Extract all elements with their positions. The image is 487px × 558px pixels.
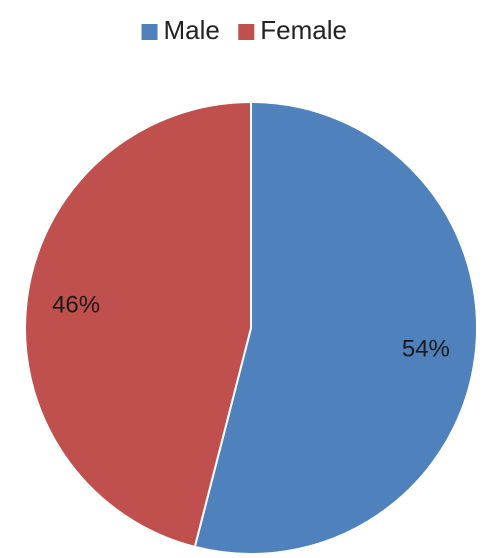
pie-data-labels: 54% 46% bbox=[52, 291, 450, 362]
data-label-male: 54% bbox=[402, 335, 450, 362]
pie-slices bbox=[24, 100, 478, 555]
chart-legend: Male Female bbox=[141, 15, 347, 45]
pie-slice-male bbox=[193, 100, 478, 555]
legend-label-male: Male bbox=[164, 15, 220, 45]
pie-slice-female bbox=[24, 100, 252, 549]
legend-label-female: Female bbox=[260, 15, 347, 45]
data-label-female: 46% bbox=[52, 291, 100, 318]
legend-swatch-female bbox=[238, 24, 255, 40]
legend-swatch-male bbox=[141, 24, 158, 40]
